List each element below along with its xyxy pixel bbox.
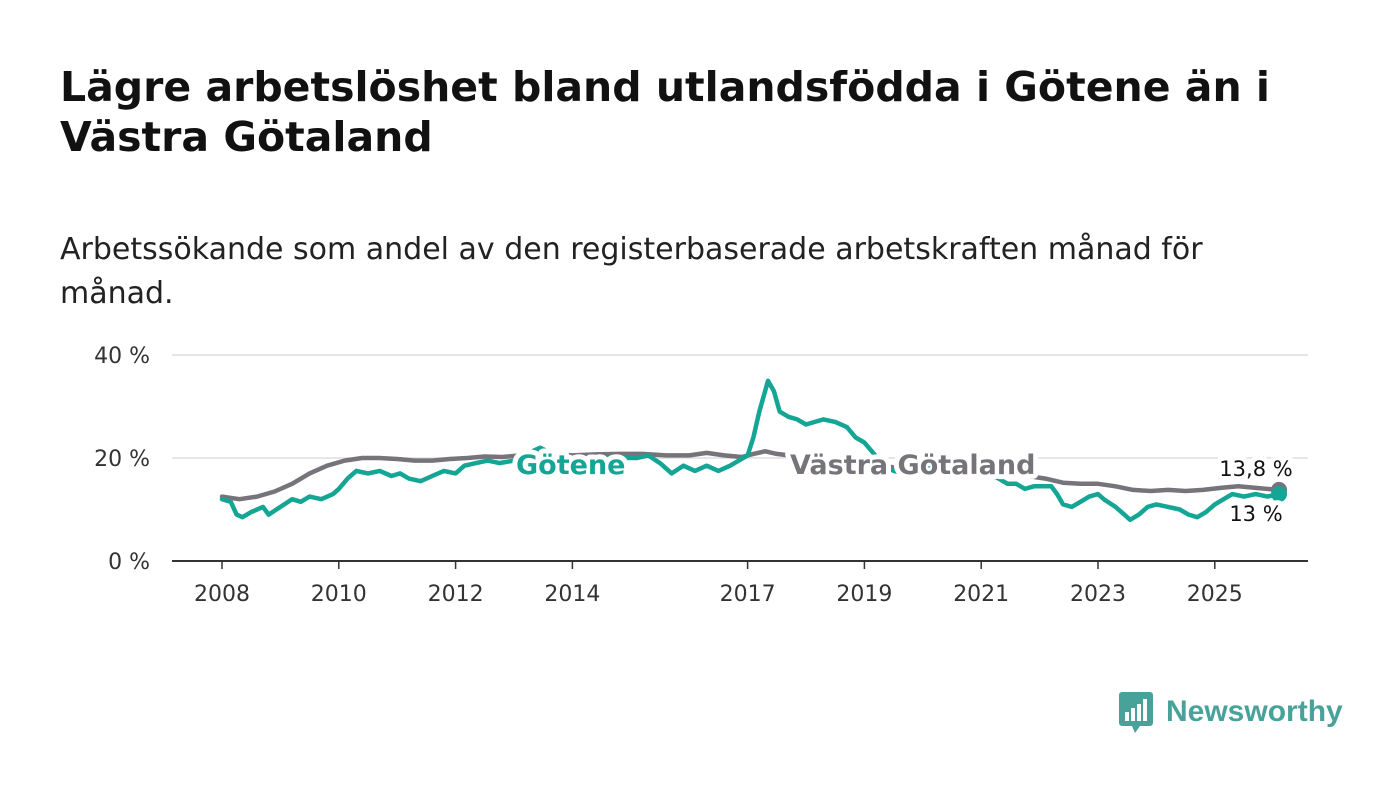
chart-subtitle: Arbetssökande som andel av den registerb…: [60, 232, 1203, 311]
series-label-gotene: Götene: [516, 450, 625, 481]
newsworthy-brand[interactable]: Newsworthy: [1118, 690, 1343, 734]
grid-layer: [172, 354, 1308, 459]
x-tick-label: 2014: [544, 582, 600, 607]
y-tick-label: 20 %: [94, 447, 150, 472]
x-tick-label: 2023: [1070, 582, 1126, 607]
x-tick-label: 2025: [1187, 582, 1243, 607]
end-value-gotene: 13 %: [1229, 502, 1282, 526]
series-label-vastra-gotaland: Västra Götaland: [790, 450, 1035, 481]
label-layer: Götene Västra Götaland 13,8 % 13 %: [511, 445, 1298, 531]
x-tick-label: 2012: [428, 582, 484, 607]
series-line-gotene: [219, 378, 1282, 523]
x-tick-label: 2008: [194, 582, 250, 607]
end-value-vastra-gotaland: 13,8 %: [1219, 457, 1292, 481]
brand-name: Newsworthy: [1166, 695, 1343, 728]
y-tick-label: 40 %: [94, 344, 150, 369]
x-tick-label: 2021: [953, 582, 1009, 607]
chart-title: Lägre arbetslöshet bland utlandsfödda i …: [60, 63, 1270, 161]
series-line-vastra-gotaland: [219, 449, 1282, 502]
x-tick-label: 2017: [720, 582, 776, 607]
end-dot-gotene: [1271, 486, 1288, 503]
axis-layer: 0 % 20 % 40 % 2008 2010 2012 2014 2017 2019 2021 2…: [94, 344, 1308, 607]
x-tick-label: 2019: [836, 582, 892, 607]
newsworthy-logo-icon: [1119, 692, 1153, 733]
y-tick-label: 0 %: [108, 550, 150, 575]
series-layer: [219, 378, 1288, 523]
x-tick-label: 2010: [311, 582, 367, 607]
